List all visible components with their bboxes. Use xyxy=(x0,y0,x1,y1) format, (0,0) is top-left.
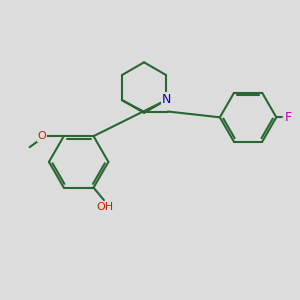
Text: O: O xyxy=(38,131,46,141)
Text: OH: OH xyxy=(97,202,114,212)
Text: N: N xyxy=(162,93,171,106)
Text: F: F xyxy=(285,111,292,124)
